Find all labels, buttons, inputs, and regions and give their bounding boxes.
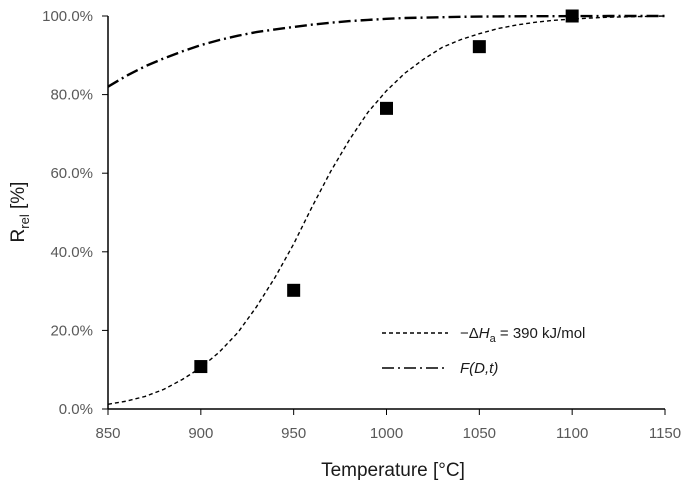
y-axis-title-unit: [%] (8, 182, 29, 215)
legend-label: F(D,t) (460, 360, 498, 377)
y-tick-label: 100.0% (42, 8, 93, 25)
x-tick-label: 1050 (463, 425, 496, 442)
data-point-marker (380, 101, 393, 115)
x-tick-label: 950 (281, 425, 306, 442)
y-tick-label: 60.0% (50, 165, 93, 182)
x-tick-label: 1000 (370, 425, 403, 442)
y-tick-label: 80.0% (50, 87, 93, 104)
x-tick-label: 850 (95, 425, 120, 442)
y-axis-title-sub: rel (17, 214, 32, 229)
y-axis-title-main: R (8, 229, 29, 243)
y-tick-label: 20.0% (50, 322, 93, 339)
y-tick-label: 40.0% (50, 244, 93, 261)
axes (102, 15, 666, 415)
diffusion-curve (107, 14, 665, 88)
x-axis-title: Temperature [°C] (321, 460, 465, 481)
arrhenius-fit-curve (107, 15, 666, 405)
legend: −ΔHa = 390 kJ/mol F(D,t) (382, 325, 585, 377)
x-tick-label: 1150 (649, 425, 681, 442)
series (107, 9, 666, 405)
data-point-marker (194, 360, 208, 374)
y-axis-title: Rrel [%] (8, 182, 32, 243)
data-point-marker (287, 283, 301, 297)
x-tick-label: 900 (188, 425, 213, 442)
data-point-marker (472, 40, 486, 54)
x-tick-label: 1100 (556, 425, 588, 442)
tick-labels: 850 900 950 1000 1050 1100 1150 0.0% 20.0% 40.0% 6… (42, 8, 681, 442)
legend-label: −ΔHa = 390 kJ/mol (460, 325, 585, 345)
y-tick-label: 0.0% (59, 401, 93, 418)
